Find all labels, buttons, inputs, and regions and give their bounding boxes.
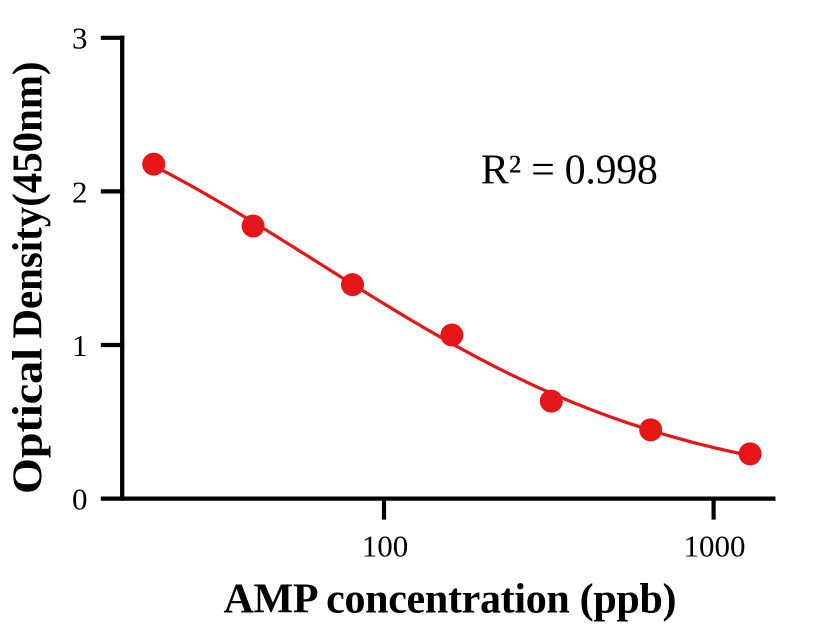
svg-text:0: 0: [72, 482, 88, 517]
svg-text:100: 100: [362, 529, 409, 564]
svg-text:R² = 0.998: R² = 0.998: [481, 147, 658, 193]
svg-text:2: 2: [72, 174, 88, 209]
svg-text:Density(450nm): Density(450nm): [6, 62, 52, 339]
svg-text:1000: 1000: [684, 529, 746, 564]
svg-text:3: 3: [72, 21, 88, 56]
svg-text:AMP concentration (ppb): AMP concentration (ppb): [224, 576, 677, 622]
svg-text:Optical: Optical: [6, 348, 52, 494]
svg-text:1: 1: [72, 328, 88, 363]
